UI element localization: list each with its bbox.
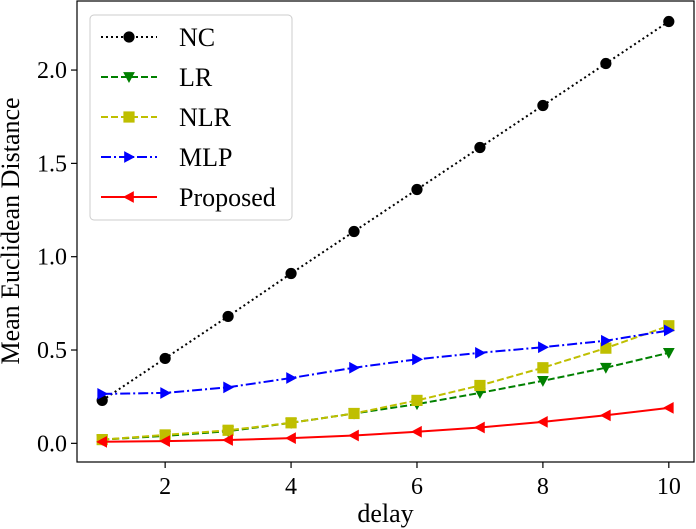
series-layer bbox=[96, 15, 675, 448]
legend-marker bbox=[124, 151, 136, 163]
series-line-nc bbox=[101, 20, 670, 402]
series-mlp bbox=[97, 324, 675, 400]
y-tick-label: 0.5 bbox=[37, 338, 67, 364]
data-point-mlp bbox=[412, 353, 424, 366]
data-point-nc bbox=[474, 141, 486, 154]
data-point-mlp bbox=[97, 388, 109, 400]
legend-item-nlr: NLR bbox=[101, 103, 232, 132]
y-tick-label: 2.0 bbox=[37, 58, 67, 84]
data-point-lr bbox=[662, 347, 675, 359]
series-lr bbox=[96, 347, 675, 446]
data-point-nlr bbox=[222, 424, 234, 436]
data-point-mlp bbox=[223, 381, 235, 394]
data-point-nlr bbox=[537, 362, 549, 374]
y-tick-label: 0.0 bbox=[37, 431, 67, 457]
data-point-lr bbox=[599, 362, 612, 374]
data-point-nc bbox=[411, 183, 423, 196]
data-point-nlr bbox=[285, 417, 297, 429]
legend-marker bbox=[123, 31, 135, 43]
data-point-mlp bbox=[538, 341, 549, 354]
data-point-mlp bbox=[601, 334, 612, 347]
data-point-proposed bbox=[96, 435, 108, 448]
data-point-nc bbox=[222, 310, 234, 323]
data-point-proposed bbox=[599, 409, 611, 422]
x-tick-label: 10 bbox=[657, 474, 681, 500]
data-point-mlp bbox=[475, 346, 486, 359]
legend: NC LR NLR MLP Proposed bbox=[89, 14, 293, 221]
data-point-nc bbox=[159, 352, 171, 365]
data-point-nc bbox=[348, 225, 360, 238]
data-point-proposed bbox=[347, 429, 359, 442]
y-axis-label: Mean Euclidean Distance bbox=[0, 97, 25, 364]
plot-frame bbox=[76, 0, 695, 463]
data-point-lr bbox=[537, 375, 549, 387]
legend-label: Proposed bbox=[179, 183, 276, 212]
data-point-mlp bbox=[663, 324, 675, 337]
data-point-nc bbox=[600, 57, 612, 70]
data-point-mlp bbox=[160, 387, 172, 399]
data-point-proposed bbox=[410, 425, 422, 438]
legend-marker bbox=[122, 191, 134, 203]
data-point-nc bbox=[285, 267, 297, 280]
y-tick-label: 1.5 bbox=[37, 151, 67, 177]
legend-marker bbox=[123, 72, 135, 84]
legend-marker bbox=[123, 111, 135, 123]
x-tick-label: 8 bbox=[537, 474, 549, 500]
legend-label: LR bbox=[179, 63, 213, 92]
legend-box bbox=[89, 14, 293, 221]
legend-label: NC bbox=[179, 23, 215, 52]
legend-item-lr: LR bbox=[101, 63, 213, 92]
data-point-mlp bbox=[349, 361, 361, 374]
data-point-nlr bbox=[348, 407, 360, 420]
series-line-lr bbox=[102, 351, 670, 441]
series-nlr bbox=[96, 320, 675, 446]
x-axis-label: delay bbox=[357, 499, 413, 528]
series-nc bbox=[96, 15, 675, 407]
y-axis-ticks: 0.0 0.5 1.0 1.5 2.0 bbox=[37, 58, 77, 457]
legend-label: MLP bbox=[179, 143, 232, 172]
data-point-nc bbox=[537, 99, 549, 112]
data-point-nlr bbox=[474, 379, 486, 392]
x-tick-label: 6 bbox=[411, 474, 423, 500]
legend-item-mlp: MLP bbox=[101, 143, 232, 172]
legend-label: NLR bbox=[179, 103, 232, 132]
x-tick-label: 4 bbox=[285, 474, 297, 500]
data-point-proposed bbox=[662, 402, 674, 414]
x-tick-label: 2 bbox=[159, 474, 171, 500]
data-point-nc bbox=[663, 15, 675, 28]
series-line-nlr bbox=[102, 324, 670, 441]
data-point-proposed bbox=[222, 434, 233, 446]
x-axis-ticks: 2 4 6 8 10 bbox=[159, 462, 681, 500]
data-point-proposed bbox=[473, 421, 485, 434]
data-point-proposed bbox=[159, 435, 170, 447]
data-point-mlp bbox=[286, 372, 298, 384]
series-line-mlp bbox=[102, 329, 669, 395]
series-line-proposed bbox=[102, 406, 669, 443]
legend-item-proposed: Proposed bbox=[101, 183, 276, 212]
series-proposed bbox=[96, 402, 674, 448]
data-point-proposed bbox=[536, 416, 548, 428]
data-point-proposed bbox=[285, 432, 296, 444]
data-point-nlr bbox=[411, 394, 423, 407]
legend-item-nc: NC bbox=[101, 23, 215, 52]
y-tick-label: 1.0 bbox=[37, 245, 67, 271]
